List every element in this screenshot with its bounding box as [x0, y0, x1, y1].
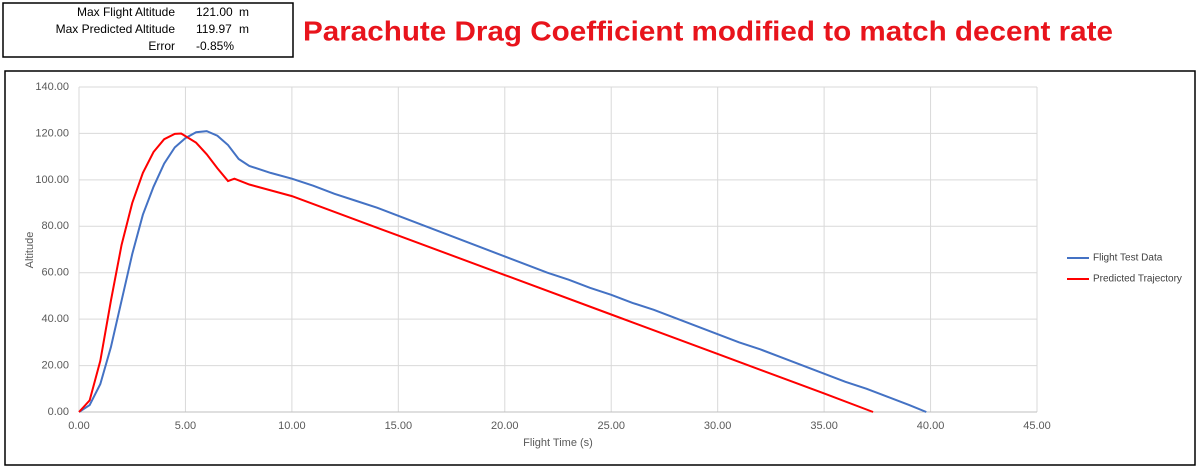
- x-tick-label: 20.00: [491, 420, 519, 432]
- x-tick-label: 40.00: [917, 420, 945, 432]
- x-tick-label: 25.00: [597, 420, 625, 432]
- row-value: 119.97: [196, 22, 232, 36]
- row-unit: m: [239, 5, 249, 19]
- chart-border: [4, 70, 1196, 466]
- x-axis-title: Flight Time (s): [523, 437, 593, 449]
- x-tick-label: 45.00: [1023, 420, 1051, 432]
- y-tick-label: 140.00: [35, 81, 69, 93]
- x-tick-label: 5.00: [175, 420, 196, 432]
- x-tick-label: 10.00: [278, 420, 306, 432]
- y-tick-label: 80.00: [41, 220, 69, 232]
- row-value: -0.85%: [196, 39, 234, 53]
- x-tick-label: 0.00: [68, 420, 89, 432]
- y-tick-label: 120.00: [35, 127, 69, 139]
- row-unit: m: [239, 22, 249, 36]
- y-tick-label: 20.00: [41, 359, 69, 371]
- table-border: [2, 2, 294, 58]
- row-label: Error: [148, 39, 175, 53]
- summary-table: Max Flight Altitude 121.00 m Max Predicted …: [2, 2, 294, 58]
- legend-label: Flight Test Data: [1093, 253, 1163, 264]
- y-tick-label: 0.00: [48, 406, 69, 418]
- y-tick-label: 40.00: [41, 313, 69, 325]
- data-line: [78, 130, 927, 413]
- y-axis-title: Altitude: [24, 232, 36, 269]
- x-tick-label: 30.00: [704, 420, 732, 432]
- row-label: Max Predicted Altitude: [56, 22, 176, 36]
- legend-label: Predicted Trajectory: [1093, 274, 1182, 285]
- row-value: 121.00: [196, 5, 233, 19]
- chart-title: Parachute Drag Coefficient modified to m…: [303, 15, 1113, 46]
- x-tick-label: 35.00: [810, 420, 838, 432]
- y-tick-label: 60.00: [41, 267, 69, 279]
- row-label: Max Flight Altitude: [77, 5, 175, 19]
- y-tick-label: 100.00: [35, 174, 69, 186]
- data-line: [78, 132, 874, 413]
- x-tick-label: 15.00: [385, 420, 413, 432]
